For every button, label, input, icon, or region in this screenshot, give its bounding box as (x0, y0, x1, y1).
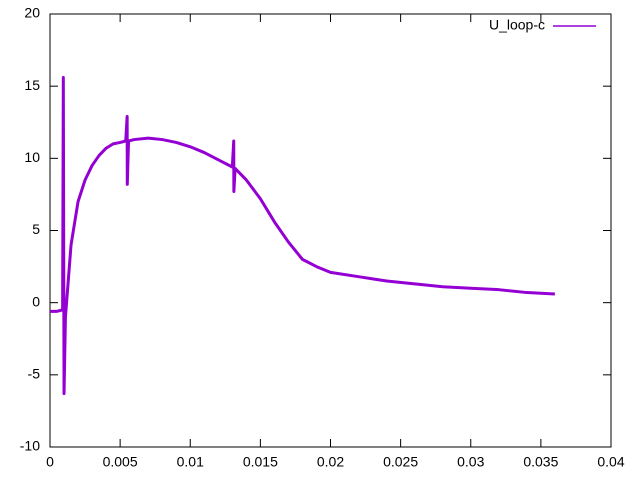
x-tick-label: 0.015 (243, 454, 278, 470)
y-tick-label: 0 (32, 293, 40, 309)
x-tick-label: 0.035 (523, 454, 558, 470)
x-tick-label: 0.025 (383, 454, 418, 470)
y-tick-label: 15 (24, 77, 40, 93)
x-tick-label: 0.04 (597, 454, 624, 470)
y-tick-label: -5 (28, 366, 41, 382)
x-tick-label: 0.01 (177, 454, 204, 470)
x-tick-label: 0.005 (103, 454, 138, 470)
y-tick-label: -10 (20, 438, 40, 454)
y-tick-label: 20 (24, 5, 40, 21)
y-tick-label: 5 (32, 221, 40, 237)
data-line (50, 76, 555, 396)
plot-border (49, 13, 612, 448)
y-tick-label: 10 (24, 149, 40, 165)
x-tick-label: 0 (46, 454, 54, 470)
x-tick-label: 0.02 (317, 454, 344, 470)
x-tick-label: 0.03 (457, 454, 484, 470)
legend-label: U_loop-c (489, 17, 545, 33)
